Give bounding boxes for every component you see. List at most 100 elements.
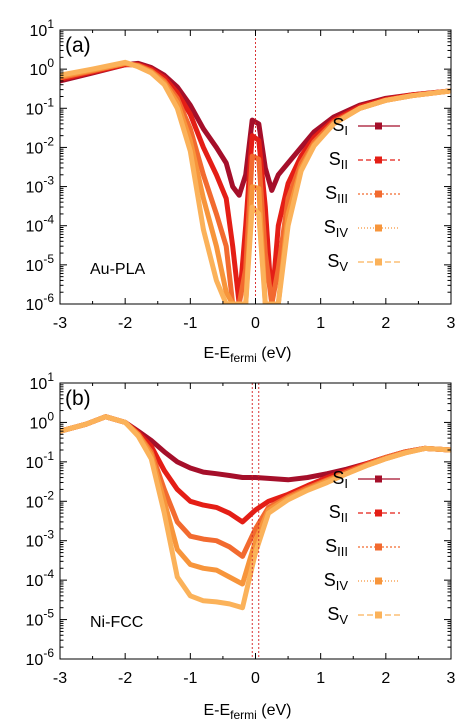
y-tick-base: 10 <box>26 101 44 118</box>
legend-label-III-main: S <box>325 536 337 556</box>
legend-label-I-sub: I <box>344 123 348 138</box>
y-tick-label: 101 <box>30 17 55 40</box>
x-tick-label: 3 <box>447 670 456 687</box>
legend-marker-I <box>375 475 382 483</box>
y-tick-exp: -5 <box>43 252 54 266</box>
legend-label-I-sub: I <box>344 476 348 491</box>
legend-label-V-sub: V <box>339 259 348 274</box>
legend-label-IV-sub: IV <box>336 578 349 593</box>
y-tick-base: 10 <box>26 652 44 669</box>
legend-marker-IV <box>375 224 382 232</box>
y-tick-exp: -2 <box>43 488 54 502</box>
legend-label-IV-main: S <box>324 570 336 590</box>
legend-label-IV-main: S <box>324 217 336 237</box>
y-tick-label: 10-2 <box>26 488 55 511</box>
y-tick-exp: -3 <box>43 528 54 542</box>
legend-label-III-main: S <box>325 183 337 203</box>
y-tick-label: 10-5 <box>26 252 55 275</box>
y-tick-label: 10-4 <box>26 213 55 236</box>
x-tick-label: -3 <box>53 670 67 687</box>
x-axis-label: E-Efermi (eV) <box>203 702 291 722</box>
legend-label-V-main: S <box>327 251 339 271</box>
y-tick-base: 10 <box>26 494 44 511</box>
x-tick-label: 0 <box>251 315 260 332</box>
legend-label-II-sub: II <box>341 510 348 525</box>
y-tick-base: 10 <box>30 415 48 432</box>
legend-label-II: SII <box>329 502 348 525</box>
series-line-V <box>60 414 451 611</box>
y-tick-base: 10 <box>26 573 44 590</box>
legend-marker-I <box>375 122 382 130</box>
y-tick-base: 10 <box>26 534 44 551</box>
legend-label-V-main: S <box>327 604 339 624</box>
x-axis-label-unit: (eV) <box>257 702 292 719</box>
y-tick-label: 10-3 <box>26 528 55 551</box>
y-tick-exp: -4 <box>43 213 54 227</box>
y-tick-base: 10 <box>26 613 44 630</box>
legend-marker-V <box>375 611 382 619</box>
y-tick-exp: -3 <box>43 174 54 188</box>
y-tick-exp: -4 <box>43 567 54 581</box>
legend-label-V: SV <box>327 604 348 627</box>
y-tick-exp: 1 <box>47 17 54 31</box>
legend-label-II-main: S <box>329 149 341 169</box>
legend-label-I: SI <box>332 115 348 138</box>
legend-label-III: SIII <box>325 536 348 559</box>
x-axis-label: E-Efermi (eV) <box>203 345 291 365</box>
legend-label-III: SIII <box>325 183 348 206</box>
y-tick-label: 101 <box>30 370 55 393</box>
legend-marker-II <box>375 156 382 164</box>
y-tick-label: 10-1 <box>26 449 55 472</box>
y-tick-exp: -1 <box>43 95 54 109</box>
panel-label: (b) <box>65 387 91 410</box>
x-tick-label: 0 <box>251 670 260 687</box>
y-tick-exp: -2 <box>43 134 54 148</box>
legend-label-IV: SIV <box>324 570 349 593</box>
legend-label-II-sub: II <box>341 157 348 172</box>
y-tick-base: 10 <box>26 258 44 275</box>
y-tick-base: 10 <box>26 219 44 236</box>
legend-marker-III <box>375 543 382 551</box>
material-annotation: Ni-FCC <box>90 614 143 631</box>
y-tick-base: 10 <box>26 455 44 472</box>
x-tick-label: 1 <box>316 670 325 687</box>
panel-label: (a) <box>65 34 91 57</box>
x-tick-label: -2 <box>118 670 132 687</box>
legend-label-III-sub: III <box>337 544 348 559</box>
y-tick-base: 10 <box>30 23 48 40</box>
legend-marker-V <box>375 258 382 266</box>
y-tick-exp: -6 <box>43 646 54 660</box>
y-tick-label: 10-6 <box>26 291 55 314</box>
y-tick-exp: 0 <box>47 56 54 70</box>
legend-label-III-sub: III <box>337 191 348 206</box>
legend-label-I-main: S <box>332 468 344 488</box>
y-tick-exp: 1 <box>47 370 54 384</box>
x-tick-label: 1 <box>316 315 325 332</box>
x-tick-label: 2 <box>381 315 390 332</box>
legend-label-I-main: S <box>332 115 344 135</box>
series-line-II <box>60 414 451 525</box>
x-tick-label: 2 <box>381 670 390 687</box>
legend-marker-IV <box>375 577 382 585</box>
panel-a-chart: -3 -2 -1 0 1 2 310-610-510-410-310-210-1100101… <box>26 17 456 365</box>
x-tick-label: -2 <box>118 315 132 332</box>
y-tick-exp: -1 <box>43 449 54 463</box>
y-tick-label: 100 <box>30 56 55 79</box>
x-tick-label: -1 <box>183 670 197 687</box>
x-axis-label-main: E-E <box>203 702 230 719</box>
legend-label-IV: SIV <box>324 217 349 240</box>
legend-marker-II <box>375 509 382 517</box>
x-axis-label-unit: (eV) <box>257 345 292 362</box>
x-axis-label-sub: fermi <box>230 708 257 722</box>
series-line-V <box>60 59 451 304</box>
y-tick-base: 10 <box>30 62 48 79</box>
y-tick-label: 10-5 <box>26 607 55 630</box>
series-line-I <box>60 414 451 483</box>
y-tick-label: 100 <box>30 409 55 432</box>
legend-label-II: SII <box>329 149 348 172</box>
legend-label-IV-sub: IV <box>336 225 349 240</box>
legend-label-II-main: S <box>329 502 341 522</box>
y-tick-base: 10 <box>26 297 44 314</box>
legend-label-I: SI <box>332 468 348 491</box>
